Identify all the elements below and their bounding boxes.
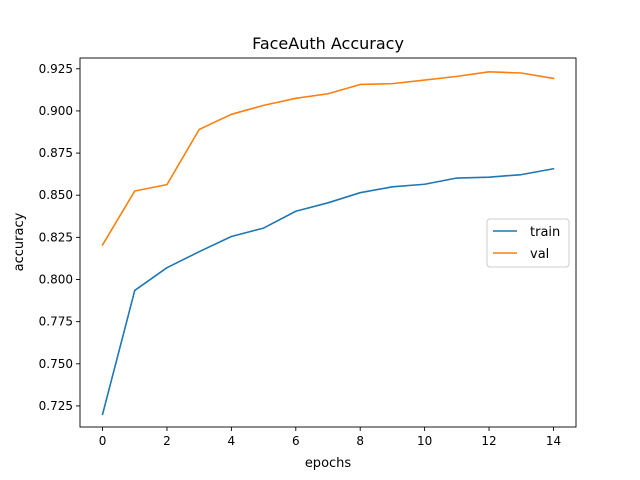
x-tick-label: 12 [481,434,496,448]
y-tick-label: 0.800 [39,273,73,287]
x-axis-label: epochs [305,456,352,471]
axes-frame [79,57,577,428]
plot-area: 0 2 4 6 8 10 12 14 0.725 0.750 0.775 0.800 0.825 0.85… [39,57,577,448]
y-tick-label: 0.875 [39,146,73,160]
y-tick-label: 0.725 [39,399,73,413]
y-tick-label: 0.825 [39,230,73,244]
x-tick-label: 14 [546,434,561,448]
y-axis-label: accuracy [12,212,27,271]
y-tick-label: 0.900 [39,104,73,118]
x-tick-label: 0 [99,434,107,448]
x-tick-label: 10 [417,434,432,448]
legend-label-val: val [530,247,549,262]
x-tick-label: 6 [292,434,300,448]
x-tick-label: 4 [228,434,236,448]
y-tick-label: 0.750 [39,357,73,371]
series-line-val [101,71,555,247]
legend-label-train: train [530,225,560,240]
series-line-train [101,167,555,416]
chart-title: FaceAuth Accuracy [252,34,404,53]
x-tick-label: 2 [163,434,171,448]
y-tick-label: 0.850 [39,188,73,202]
y-tick-label: 0.925 [39,62,73,76]
x-tick-label: 8 [356,434,364,448]
y-tick-label: 0.775 [39,315,73,329]
